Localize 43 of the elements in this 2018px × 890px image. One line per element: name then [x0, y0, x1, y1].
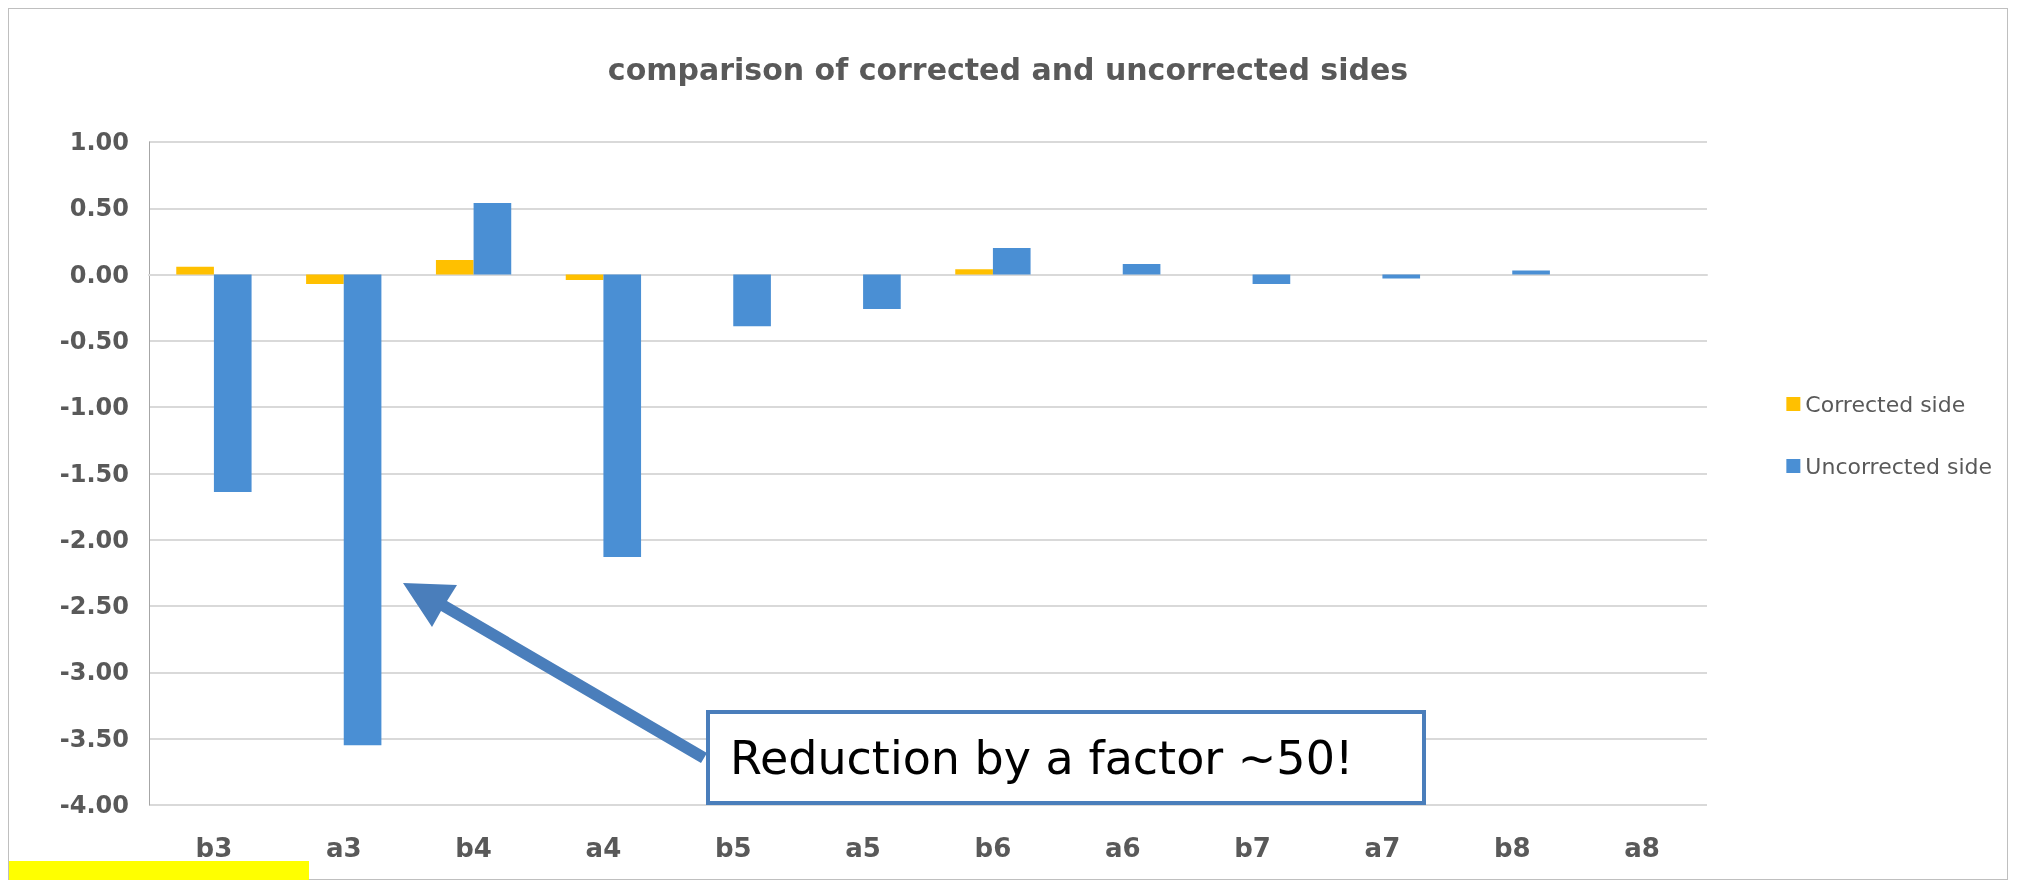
x-tick-label: b8: [1493, 833, 1531, 863]
annotation: Reduction by a factor ~50!: [706, 710, 1426, 805]
y-tick-label: 0.50: [69, 194, 129, 223]
y-tick-label: -1.50: [59, 459, 129, 488]
x-tick-label: a3: [325, 833, 362, 863]
y-tick-label: -3.50: [59, 724, 129, 753]
bar: [863, 274, 901, 310]
bar: [992, 248, 1031, 275]
bar: [1382, 274, 1421, 279]
y-tick-label: -4.00: [59, 791, 129, 819]
y-tick-label: -3.00: [59, 658, 129, 687]
y-tick-label: -0.50: [59, 326, 129, 355]
bar: [733, 274, 771, 327]
bar: [1512, 270, 1550, 275]
x-tick-label: b3: [195, 833, 233, 863]
x-tick-label: a6: [1104, 833, 1141, 863]
bar: [176, 266, 214, 275]
x-tick-label: b4: [455, 833, 492, 863]
bar: [343, 274, 382, 746]
y-tick-label: -2.50: [59, 592, 129, 621]
legend-label: Corrected side: [1805, 391, 1966, 417]
bar: [213, 274, 252, 493]
y-tick-label: -1.00: [59, 393, 129, 422]
y-tick-label: 1.00: [69, 128, 129, 156]
x-tick-label: b5: [714, 833, 752, 863]
bar: [473, 203, 512, 275]
bar: [435, 260, 474, 275]
x-tick-label: b6: [974, 833, 1012, 863]
bar: [1252, 274, 1291, 284]
x-tick-label: b7: [1234, 833, 1271, 863]
legend-label: Uncorrected side: [1805, 453, 1993, 479]
chart-title: comparison of corrected and uncorrected sides: [607, 51, 1409, 87]
x-tick-label: a4: [585, 833, 622, 863]
y-tick-label: -2.00: [59, 525, 129, 554]
y-tick-label: 0.00: [69, 260, 129, 289]
x-tick-label: a8: [1624, 833, 1660, 863]
bar: [306, 274, 344, 284]
x-tick-label: a5: [845, 833, 881, 863]
x-tick-label: a7: [1364, 833, 1401, 863]
bar: [603, 274, 642, 558]
bar: [955, 269, 993, 275]
bar: [565, 274, 604, 280]
bar: [1122, 263, 1161, 275]
